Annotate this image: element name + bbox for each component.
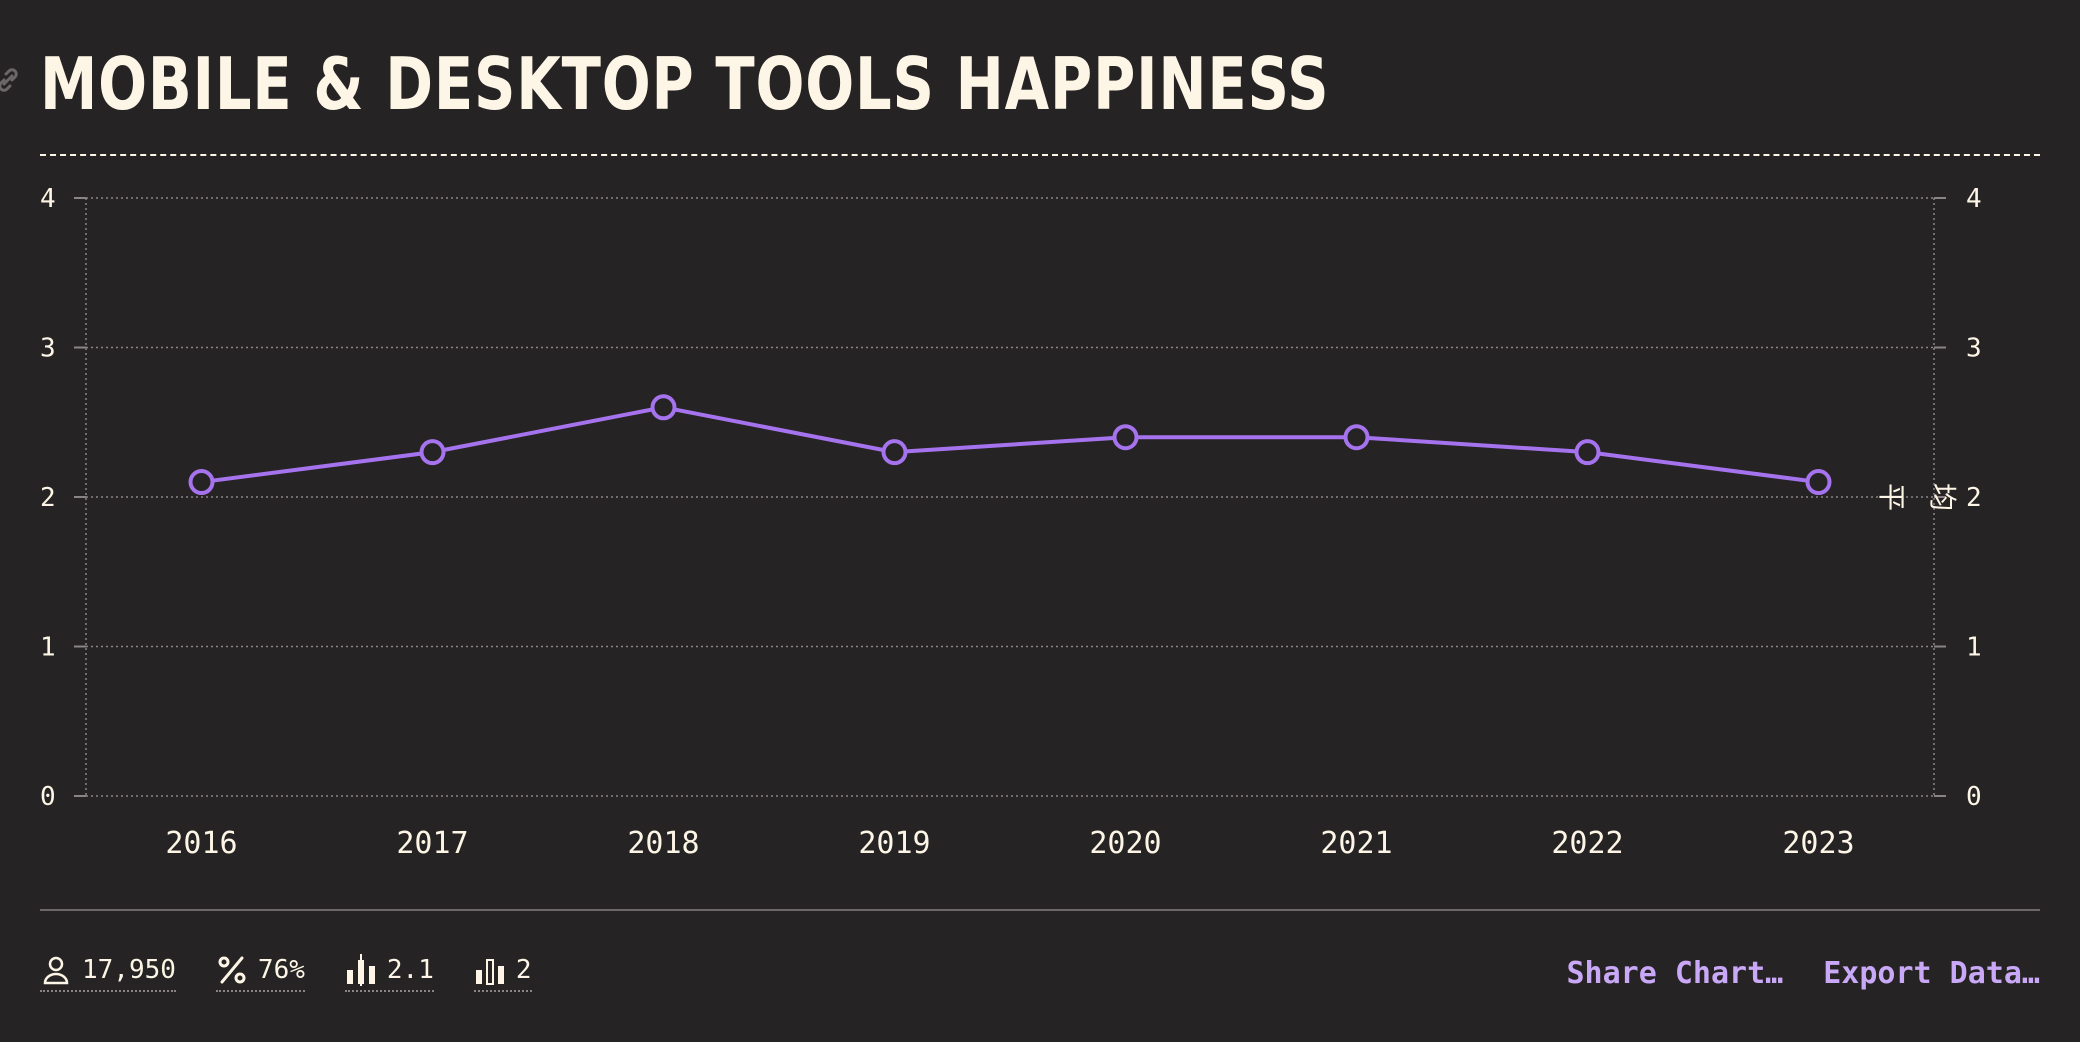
share-chart-button[interactable]: Share Chart… (1566, 956, 1784, 991)
x-tick-label: 2019 (858, 826, 930, 861)
stat-respondents[interactable]: 17,950 (40, 954, 176, 992)
data-point (650, 394, 677, 421)
average-annotation: 平均平 均 (1875, 483, 1959, 511)
title-divider (40, 154, 2040, 156)
y-tick-label-right: 3 (1966, 334, 1982, 364)
series-line (201, 405, 1819, 485)
x-tick-label: 2021 (1320, 826, 1392, 861)
bar-chart-average-icon (346, 954, 375, 986)
data-point (1112, 424, 1139, 451)
stat-median[interactable]: 2 (473, 954, 532, 992)
y-tick-label: 1 (40, 633, 56, 663)
x-axis: 2016 2017 2018 2019 2020 2021 2022 2023 (165, 826, 1854, 861)
y-axis-left: 0 1 2 3 4 (40, 184, 86, 812)
y-tick-label-right: 1 (1966, 633, 1982, 663)
bar-chart-median-icon (475, 959, 504, 985)
link-icon[interactable] (0, 66, 22, 94)
chart-grid (86, 197, 1934, 797)
percent-icon (218, 956, 246, 984)
data-point (1343, 424, 1370, 451)
stat-percentage[interactable]: 76% (215, 954, 305, 992)
chart-title: MOBILE & DESKTOP TOOLS HAPPINESS (40, 42, 1330, 126)
stat-percentage-value: 76% (257, 955, 305, 985)
data-point (188, 469, 215, 496)
stats-bar: 17,950 76% 2.1 2 (40, 954, 532, 992)
average-label: 平 (1875, 483, 1908, 511)
data-point (1805, 469, 1832, 496)
y-tick-label-right: 4 (1966, 184, 1982, 214)
x-tick-label: 2023 (1782, 826, 1854, 861)
data-point (881, 439, 908, 466)
y-tick-label: 0 (40, 782, 56, 812)
x-tick-label: 2017 (396, 826, 468, 861)
data-point (1574, 439, 1601, 466)
x-tick-label: 2016 (165, 826, 237, 861)
x-tick-label: 2022 (1551, 826, 1623, 861)
stat-respondents-value: 17,950 (82, 955, 176, 985)
y-tick-label-right: 2 (1966, 483, 1982, 513)
x-tick-label: 2018 (627, 826, 699, 861)
user-icon (43, 956, 69, 985)
y-axis-right: 0 1 2 3 4 (1934, 184, 1982, 812)
y-tick-label: 4 (40, 184, 56, 214)
chart-actions: Share Chart… Export Data… (1567, 956, 2041, 991)
footer-divider (40, 909, 2040, 911)
stat-median-value: 2 (515, 955, 532, 985)
y-tick-label-right: 0 (1966, 782, 1982, 812)
data-point (419, 439, 446, 466)
y-tick-label: 3 (40, 334, 56, 364)
line-chart: 0 1 2 3 4 0 1 2 3 4 2016 2017 2018 2019 2020 2021 2022… (40, 184, 1982, 861)
x-tick-label: 2020 (1089, 826, 1161, 861)
stat-average-value: 2.1 (386, 955, 434, 985)
y-tick-label: 2 (40, 483, 56, 513)
stat-average[interactable]: 2.1 (344, 954, 434, 992)
series-group (188, 394, 1832, 496)
export-data-button[interactable]: Export Data… (1823, 956, 2040, 991)
average-label: 均 (1926, 483, 1959, 511)
